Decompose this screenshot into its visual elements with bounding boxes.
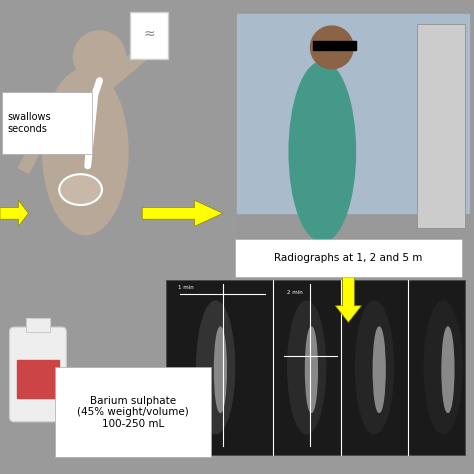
FancyArrow shape xyxy=(142,200,223,226)
Bar xyxy=(17,360,59,398)
FancyArrow shape xyxy=(18,130,48,173)
FancyBboxPatch shape xyxy=(166,280,465,455)
Ellipse shape xyxy=(305,327,318,412)
Text: Barium sulphate
(45% weight/volume)
100-250 mL: Barium sulphate (45% weight/volume) 100-… xyxy=(77,396,189,429)
Text: Radiographs at 1, 2 and 5 m: Radiographs at 1, 2 and 5 m xyxy=(274,253,423,264)
Bar xyxy=(237,213,469,237)
Ellipse shape xyxy=(59,174,102,205)
Text: 1 min: 1 min xyxy=(178,285,193,290)
FancyBboxPatch shape xyxy=(417,24,465,228)
Ellipse shape xyxy=(442,327,454,412)
FancyBboxPatch shape xyxy=(2,92,92,154)
Text: ≈: ≈ xyxy=(144,27,155,41)
Bar xyxy=(313,41,356,50)
Ellipse shape xyxy=(356,301,393,434)
FancyBboxPatch shape xyxy=(237,14,469,237)
FancyBboxPatch shape xyxy=(26,318,50,332)
FancyBboxPatch shape xyxy=(130,12,168,59)
FancyArrow shape xyxy=(336,275,361,322)
Bar xyxy=(237,14,469,213)
Ellipse shape xyxy=(288,301,326,434)
Ellipse shape xyxy=(289,62,356,242)
Circle shape xyxy=(73,31,126,83)
Ellipse shape xyxy=(43,69,128,235)
Ellipse shape xyxy=(197,301,235,434)
FancyArrow shape xyxy=(100,32,166,91)
FancyBboxPatch shape xyxy=(9,327,66,422)
Text: swallows
seconds: swallows seconds xyxy=(7,112,51,134)
Text: 2 min: 2 min xyxy=(287,290,302,295)
Circle shape xyxy=(310,26,353,69)
Bar xyxy=(88,52,107,81)
FancyBboxPatch shape xyxy=(24,33,223,341)
Ellipse shape xyxy=(214,327,227,412)
Ellipse shape xyxy=(374,327,385,412)
FancyBboxPatch shape xyxy=(55,367,211,457)
FancyBboxPatch shape xyxy=(235,239,462,277)
Ellipse shape xyxy=(424,301,462,434)
FancyArrow shape xyxy=(0,200,28,226)
